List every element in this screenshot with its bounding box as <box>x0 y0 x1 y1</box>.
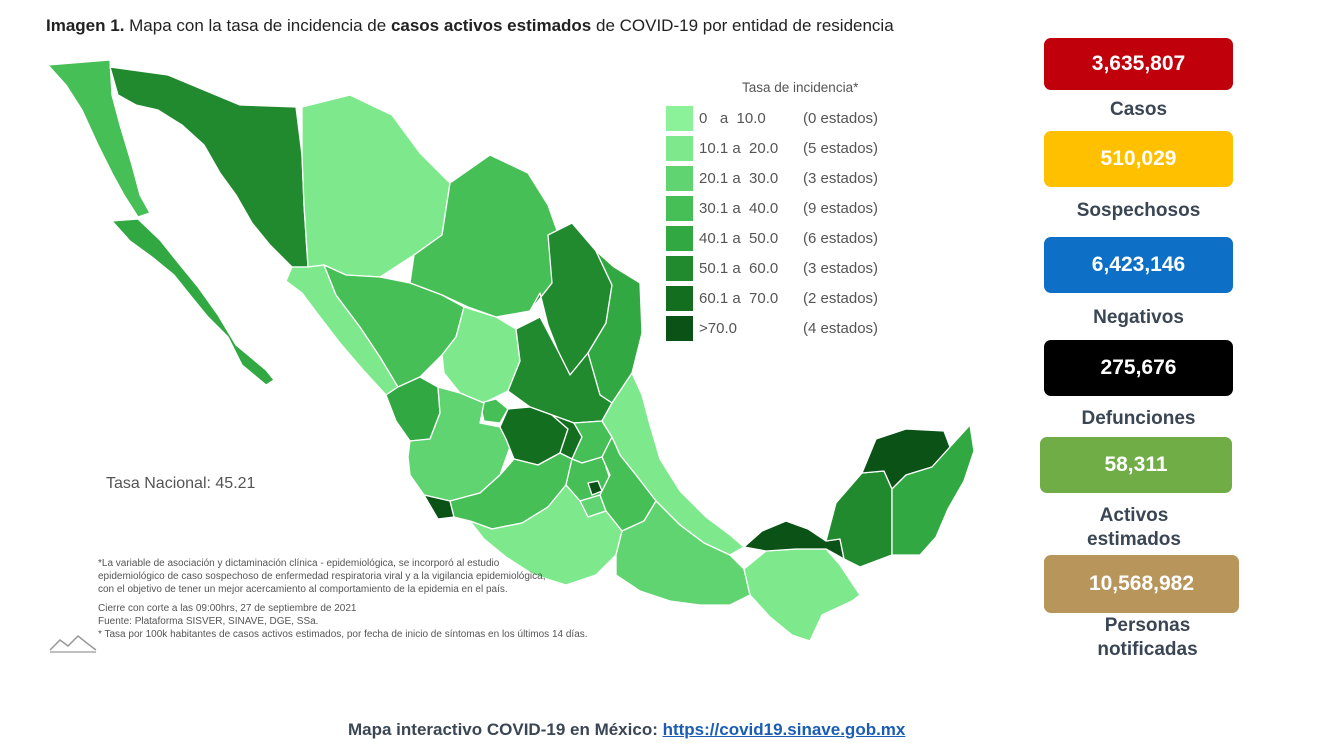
stat-casos-value: 3,635,807 <box>1091 52 1186 75</box>
legend-swatch <box>666 135 693 161</box>
stat-personas-value: 10,568,982 <box>1088 572 1195 595</box>
stat-casos-box: 3,635,807 <box>1044 38 1233 90</box>
stat-negativos-value: 6,423,146 <box>1091 253 1186 276</box>
legend-count: (5 estados) <box>803 139 879 157</box>
legend-row: >70.0 (4 estados) <box>666 313 906 343</box>
legend-swatch <box>666 285 693 311</box>
stat-defunciones-box: 275,676 <box>1044 340 1233 396</box>
map-legend: Tasa de incidencia* 0 a 10.0 (0 estados) 1… <box>666 80 906 343</box>
stat-activos-value: 58,311 <box>1104 453 1168 476</box>
footnote-line3: con el objetivo de tener un mejor acerca… <box>98 584 508 595</box>
stat-negativos-label: Negativos <box>1093 307 1184 328</box>
stat-sospechosos-value: 510,029 <box>1100 147 1177 170</box>
legend-count: (0 estados) <box>803 109 879 127</box>
footnote-line1: *La variable de asociación y dictaminaci… <box>98 558 500 569</box>
state-chihuahua[interactable] <box>301 94 451 278</box>
legend-count: (6 estados) <box>803 229 879 247</box>
title-part1: Mapa con la tasa de incidencia de <box>124 16 391 35</box>
stat-sospechosos-label: Sospechosos <box>1076 200 1201 221</box>
legend-swatch <box>666 165 693 191</box>
legend-range: 60.1 a 70.0 <box>699 289 779 307</box>
legend-range: 50.1 a 60.0 <box>699 259 779 277</box>
legend-row: 30.1 a 40.0 (9 estados) <box>666 193 906 223</box>
state-guerrero[interactable] <box>469 484 623 586</box>
title-prefix: Imagen 1. <box>46 16 125 35</box>
stat-personas-box: 10,568,982 <box>1044 555 1239 613</box>
legend-swatch <box>666 195 693 221</box>
legend-row: 40.1 a 50.0 (6 estados) <box>666 223 906 253</box>
legend-count: (2 estados) <box>803 289 879 307</box>
footnote-line2: epidemiológico de caso sospechoso de enf… <box>98 571 546 582</box>
legend-range: 40.1 a 50.0 <box>699 229 779 247</box>
legend-title: Tasa de incidencia* <box>742 80 859 95</box>
legend-range: 10.1 a 20.0 <box>699 139 779 157</box>
legend-row: 60.1 a 70.0 (2 estados) <box>666 283 906 313</box>
mountain-logo-icon <box>49 634 97 653</box>
stat-personas-label: Personas notificadas <box>1097 615 1198 660</box>
stat-casos-label: Casos <box>1109 99 1168 120</box>
legend-count: (9 estados) <box>803 199 879 217</box>
title-part2: de COVID-19 por entidad de residencia <box>591 16 894 35</box>
legend-range: 30.1 a 40.0 <box>699 199 779 217</box>
stat-negativos-box: 6,423,146 <box>1044 237 1233 293</box>
legend-count: (3 estados) <box>803 169 879 187</box>
legend-range: 20.1 a 30.0 <box>699 169 779 187</box>
legend-row: 0 a 10.0 (0 estados) <box>666 103 906 133</box>
state-aguascalientes[interactable] <box>479 398 509 424</box>
state-coahuila[interactable] <box>409 154 561 318</box>
national-rate: Tasa Nacional: 45.21 <box>106 475 256 492</box>
legend-swatch <box>666 225 693 251</box>
state-chiapas[interactable] <box>743 548 861 642</box>
stat-activos-label: Activos estimados <box>1087 505 1181 550</box>
legend-count: (3 estados) <box>803 259 879 277</box>
title-bold: casos activos estimados <box>390 16 592 35</box>
stat-activos-box: 58,311 <box>1040 437 1232 493</box>
legend-count: (4 estados) <box>803 319 879 337</box>
state-baja-california-sur[interactable] <box>111 218 275 386</box>
legend-rows: 0 a 10.0 (0 estados) 10.1 a 20.0 (5 estados… <box>666 103 906 343</box>
legend-swatch <box>666 255 693 281</box>
footnotes: *La variable de asociación y dictaminaci… <box>98 557 618 641</box>
legend-row: 20.1 a 30.0 (3 estados) <box>666 163 906 193</box>
mexico-map <box>40 55 980 655</box>
footnote-line6: * Tasa por 100k habitantes de casos acti… <box>98 629 588 640</box>
footnote-line5: Fuente: Plataforma SISVER, SINAVE, DGE, … <box>98 616 319 627</box>
legend-row: 50.1 a 60.0 (3 estados) <box>666 253 906 283</box>
footnote-line4: Cierre con corte a las 09:00hrs, 27 de s… <box>98 603 357 614</box>
mexico-map-svg <box>47 59 975 642</box>
footer: Mapa interactivo COVID-19 en México: htt… <box>348 720 905 740</box>
figure-title: Imagen 1. Mapa con la tasa de incidencia… <box>46 16 894 36</box>
legend-range: >70.0 <box>699 319 737 337</box>
stat-sospechosos-box: 510,029 <box>1044 131 1233 187</box>
stat-defunciones-label: Defunciones <box>1081 408 1196 429</box>
state-baja-california[interactable] <box>47 59 151 218</box>
legend-swatch <box>666 105 693 131</box>
footer-text: Mapa interactivo COVID-19 en México: <box>348 720 663 739</box>
footer-link[interactable]: https://covid19.sinave.gob.mx <box>662 720 906 739</box>
stat-defunciones-value: 275,676 <box>1100 356 1177 379</box>
state-durango[interactable] <box>323 264 465 388</box>
legend-swatch <box>666 315 693 341</box>
legend-range: 0 a 10.0 <box>699 109 766 127</box>
state-sonora[interactable] <box>109 66 309 268</box>
legend-row: 10.1 a 20.0 (5 estados) <box>666 133 906 163</box>
state-quintana-roo[interactable] <box>891 424 975 556</box>
